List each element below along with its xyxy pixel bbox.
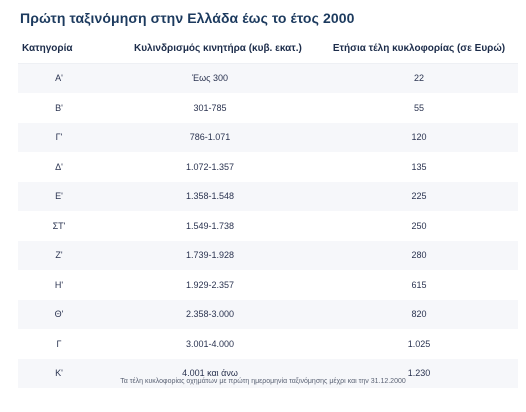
header-category: Κατηγορία	[18, 33, 100, 64]
cell-annual-fee: 820	[320, 299, 518, 330]
table-header-row: Κατηγορία Κυλινδρισμός κινητήρα (κυβ. εκ…	[18, 33, 518, 64]
table-row: Κ' 4.001 και άνω 1.230	[18, 358, 518, 389]
cell-engine-capacity: 786-1.071	[100, 122, 320, 153]
cell-category: Β'	[18, 93, 100, 123]
cell-engine-capacity: 1.358-1.548	[100, 181, 320, 212]
cell-engine-capacity: 4.001 και άνω	[100, 358, 320, 389]
cell-category: Γ'	[18, 122, 100, 153]
table-row: Ε' 1.358-1.548 225	[18, 181, 518, 212]
cell-engine-capacity: 301-785	[100, 93, 320, 123]
cell-category: Γ	[18, 329, 100, 359]
table-row: Ζ' 1.739-1.928 280	[18, 240, 518, 271]
cell-category: Ζ'	[18, 240, 100, 271]
cell-engine-capacity: Έως 300	[100, 63, 320, 94]
table-row: Α' Έως 300 22	[18, 63, 518, 94]
cell-annual-fee: 1.025	[320, 329, 518, 359]
table-row: Γ' 786-1.071 120	[18, 122, 518, 153]
cell-category: Ε'	[18, 181, 100, 212]
cell-category: Κ'	[18, 358, 100, 389]
cell-category: Α'	[18, 63, 100, 94]
table-row: Η' 1.929-2.357 615	[18, 270, 518, 300]
cell-annual-fee: 1.230	[320, 358, 518, 389]
table-row: Δ' 1.072-1.357 135	[18, 152, 518, 182]
table-footnote: Τα τέλη κυκλοφορίας οχημάτων με πρώτη ημ…	[120, 378, 406, 385]
cell-engine-capacity: 3.001-4.000	[100, 329, 320, 359]
cell-annual-fee: 280	[320, 240, 518, 271]
cell-annual-fee: 55	[320, 93, 518, 123]
table-row: Β' 301-785 55	[18, 93, 518, 123]
cell-engine-capacity: 1.739-1.928	[100, 240, 320, 271]
cell-annual-fee: 225	[320, 181, 518, 212]
cell-annual-fee: 120	[320, 122, 518, 153]
cell-engine-capacity: 1.072-1.357	[100, 152, 320, 182]
cell-annual-fee: 615	[320, 270, 518, 300]
header-engine-capacity: Κυλινδρισμός κινητήρα (κυβ. εκατ.)	[100, 33, 320, 64]
cell-annual-fee: 22	[320, 63, 518, 94]
table-row: Γ 3.001-4.000 1.025	[18, 329, 518, 359]
cell-annual-fee: 135	[320, 152, 518, 182]
header-annual-fee: Ετήσια τέλη κυκλοφορίας (σε Ευρώ)	[320, 33, 518, 64]
cell-category: Θ'	[18, 299, 100, 330]
cell-category: Η'	[18, 270, 100, 300]
cell-category: Δ'	[18, 152, 100, 182]
table-row: Θ' 2.358-3.000 820	[18, 299, 518, 330]
table-row: ΣΤ' 1.549-1.738 250	[18, 211, 518, 241]
cell-engine-capacity: 1.549-1.738	[100, 211, 320, 241]
cell-annual-fee: 250	[320, 211, 518, 241]
circulation-fees-table: Κατηγορία Κυλινδρισμός κινητήρα (κυβ. εκ…	[18, 33, 518, 389]
cell-category: ΣΤ'	[18, 211, 100, 241]
page-title: Πρώτη ταξινόμηση στην Ελλάδα έως το έτος…	[20, 10, 355, 26]
cell-engine-capacity: 1.929-2.357	[100, 270, 320, 300]
cell-engine-capacity: 2.358-3.000	[100, 299, 320, 330]
